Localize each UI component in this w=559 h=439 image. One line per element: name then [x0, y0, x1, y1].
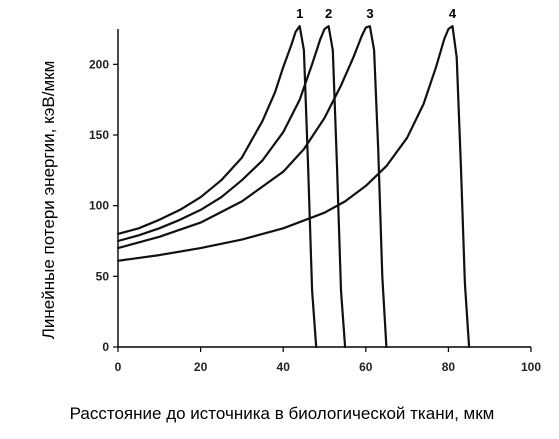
- series-label-4: 4: [449, 6, 457, 21]
- series-line-2: [116, 25, 347, 349]
- y-tick-label: 200: [89, 57, 109, 71]
- y-axis-title: Линейные потери энергии, кэВ/мкм: [39, 61, 58, 340]
- axes: [117, 29, 531, 348]
- x-tick-label: 100: [521, 360, 541, 374]
- x-tick-label: 0: [115, 360, 122, 374]
- series-group: [116, 25, 471, 349]
- series-label-1: 1: [296, 6, 303, 21]
- series-labels: 1 2 3 4: [296, 6, 457, 21]
- x-tick-label: 80: [442, 360, 456, 374]
- x-tick-label: 40: [277, 360, 291, 374]
- x-tick-label: 60: [359, 360, 373, 374]
- y-tick-label: 0: [102, 340, 109, 354]
- series-line-1: [116, 25, 318, 349]
- y-ticks: 0 50 100 150 200: [89, 57, 118, 354]
- series-label-2: 2: [325, 6, 332, 21]
- y-tick-label: 50: [96, 269, 110, 283]
- series-line-4: [116, 25, 471, 349]
- series-label-3: 3: [366, 6, 373, 21]
- x-tick-label: 20: [194, 360, 208, 374]
- x-axis-title: Расстояние до источника в биологической …: [70, 404, 495, 423]
- series-line-3: [116, 25, 388, 349]
- y-tick-label: 150: [89, 128, 109, 142]
- y-tick-label: 100: [89, 199, 109, 213]
- x-ticks: 0 20 40 60 80 100: [115, 347, 541, 374]
